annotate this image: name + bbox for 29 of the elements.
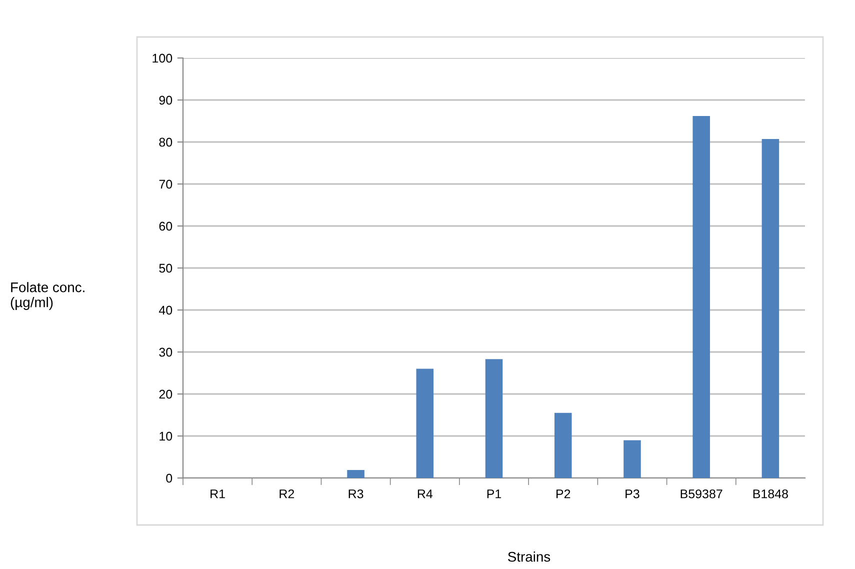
y-tick-label: 40: [158, 306, 172, 315]
x-tick-label: R4: [418, 490, 433, 498]
y-axis-title: Folate conc. (µg/ml): [10, 282, 84, 310]
x-tick-label: R3: [348, 489, 364, 498]
bar: [624, 440, 641, 478]
y-tick-label: 60: [159, 222, 172, 231]
x-tick-label: B59387: [680, 489, 722, 498]
bar: [554, 412, 572, 478]
y-tick-label: 100: [152, 54, 172, 63]
y-tick-label: 20: [159, 390, 172, 399]
bar: [416, 368, 434, 478]
x-tick-label: P3: [626, 489, 640, 498]
y-tick-label: 70: [159, 180, 172, 189]
y-tick-label: 0: [166, 474, 172, 483]
y-tick-label: 80: [159, 138, 172, 147]
bar: [692, 116, 710, 478]
bar: [485, 359, 503, 478]
x-tick-label: B1848: [753, 489, 788, 498]
x-tick-label: R2: [280, 489, 294, 498]
x-tick-label: P2: [556, 489, 570, 498]
bar: [347, 470, 364, 478]
y-tick-label: 30: [159, 348, 172, 357]
x-tick-label: R1: [210, 490, 225, 498]
y-tick-label: 10: [160, 432, 172, 441]
x-axis-title: Strains: [508, 552, 550, 562]
x-tick-label: P1: [487, 490, 502, 498]
y-tick-label: 50: [159, 264, 172, 273]
bar: [762, 139, 780, 478]
y-tick-label: 90: [159, 96, 172, 105]
